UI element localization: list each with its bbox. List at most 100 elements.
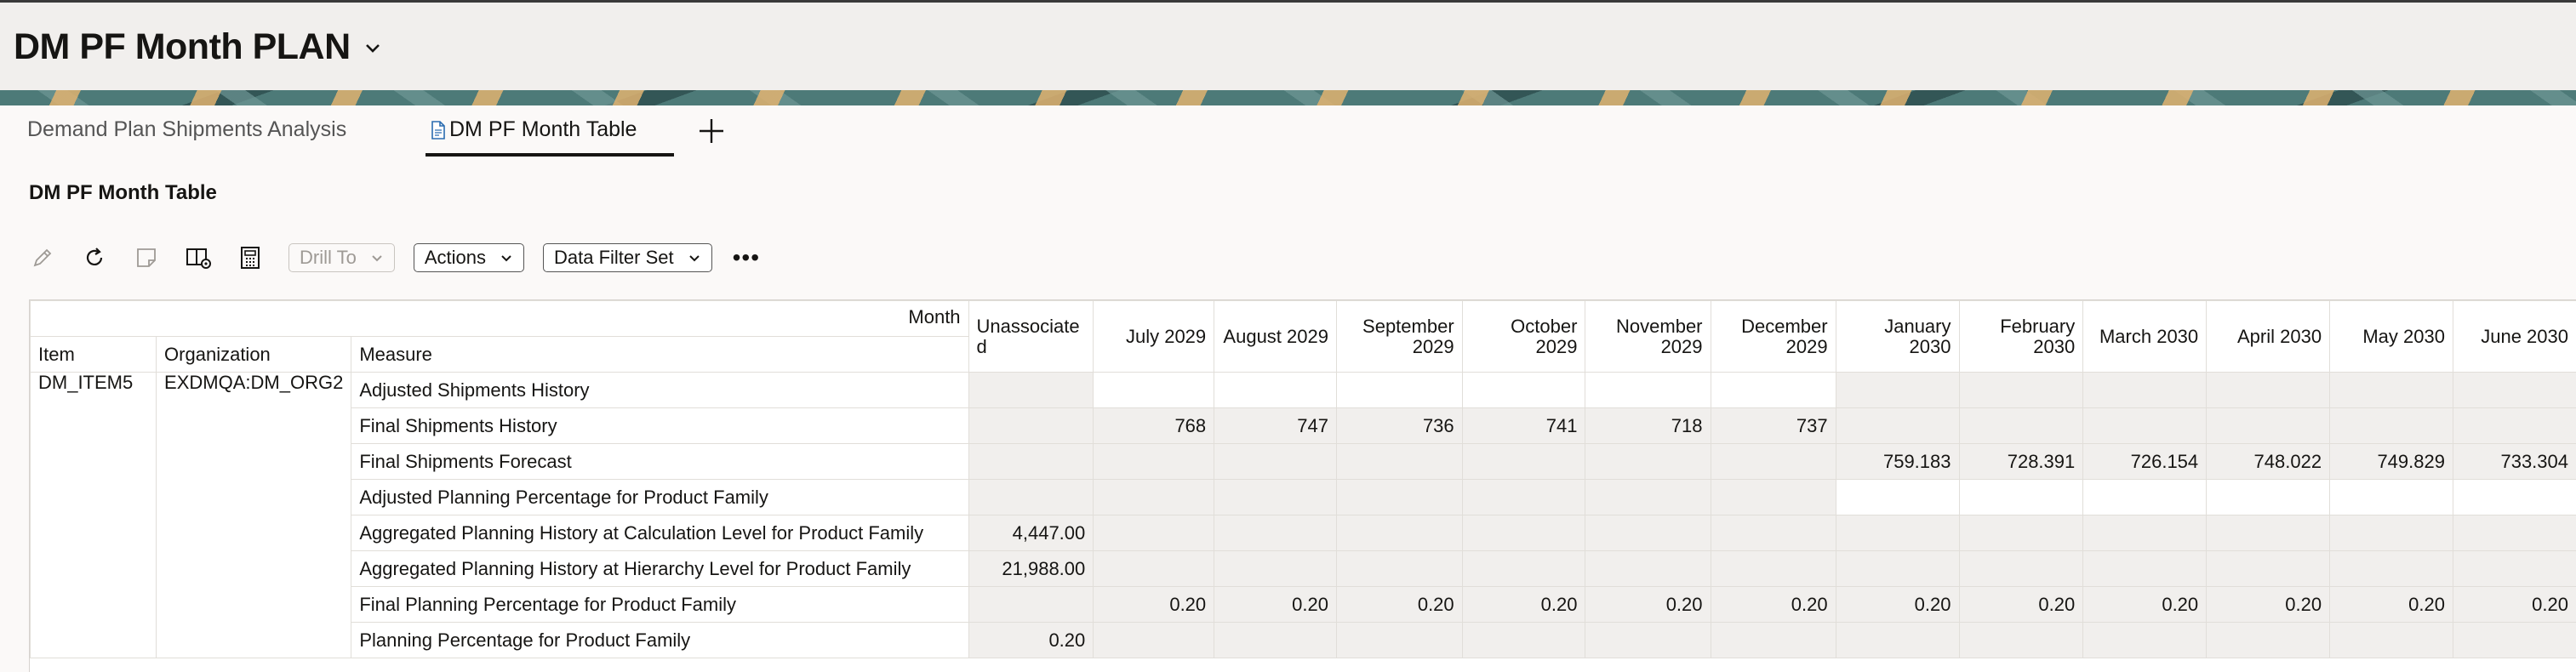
value-cell[interactable] [2083,515,2207,551]
value-cell[interactable] [2453,408,2576,444]
value-cell[interactable]: 748.022 [2207,444,2330,480]
value-cell[interactable] [1462,480,1585,515]
page-title[interactable]: DM PF Month PLAN [14,26,383,68]
measure-cell[interactable]: Adjusted Planning Percentage for Product… [351,480,968,515]
calculator-icon[interactable] [237,244,264,271]
value-cell[interactable]: 728.391 [1959,444,2083,480]
value-cell[interactable] [2207,515,2330,551]
value-cell[interactable] [2083,480,2207,515]
column-header[interactable]: July 2029 [1094,301,1214,373]
value-cell[interactable] [2330,623,2453,658]
value-cell[interactable]: 0.20 [1462,587,1585,623]
value-cell[interactable]: 747 [1214,408,1337,444]
value-cell[interactable]: 733.304 [2453,444,2576,480]
value-cell[interactable] [1094,551,1214,587]
value-cell[interactable]: 4,447.00 [968,515,1094,551]
value-cell[interactable] [968,587,1094,623]
measure-cell[interactable]: Final Shipments Forecast [351,444,968,480]
value-cell[interactable] [2207,623,2330,658]
value-cell[interactable]: 0.20 [2083,587,2207,623]
value-cell[interactable] [1959,551,2083,587]
value-cell[interactable]: 768 [1094,408,1214,444]
value-cell[interactable] [1836,373,1959,408]
measure-cell[interactable]: Adjusted Shipments History [351,373,968,408]
value-cell[interactable] [1214,551,1337,587]
value-cell[interactable] [2330,480,2453,515]
item-cell[interactable]: DM_ITEM5 [31,373,157,658]
value-cell[interactable] [1214,444,1337,480]
measure-cell[interactable]: Aggregated Planning History at Calculati… [351,515,968,551]
value-cell[interactable] [2083,373,2207,408]
value-cell[interactable] [1094,515,1214,551]
value-cell[interactable] [2083,623,2207,658]
value-cell[interactable] [2083,408,2207,444]
value-cell[interactable]: 741 [1462,408,1585,444]
note-icon[interactable] [133,244,160,271]
layout-settings-icon[interactable] [185,244,212,271]
value-cell[interactable] [2453,515,2576,551]
value-cell[interactable]: 0.20 [2330,587,2453,623]
value-cell[interactable] [1711,623,1836,658]
column-header[interactable]: February 2030 [1959,301,2083,373]
value-cell[interactable] [1462,623,1585,658]
value-cell[interactable] [1836,480,1959,515]
value-cell[interactable] [1214,623,1337,658]
value-cell[interactable]: 0.20 [2207,587,2330,623]
value-cell[interactable] [1836,408,1959,444]
value-cell[interactable]: 0.20 [2453,587,2576,623]
column-header[interactable]: May 2030 [2330,301,2453,373]
value-cell[interactable] [968,480,1094,515]
value-cell[interactable] [2330,373,2453,408]
item-header[interactable]: Item [31,337,157,373]
value-cell[interactable] [1094,623,1214,658]
value-cell[interactable]: 749.829 [2330,444,2453,480]
value-cell[interactable]: 0.20 [1094,587,1214,623]
value-cell[interactable]: 0.20 [1585,587,1711,623]
value-cell[interactable]: 0.20 [1836,587,1959,623]
column-header[interactable]: December 2029 [1711,301,1836,373]
value-cell[interactable] [968,444,1094,480]
value-cell[interactable] [1585,551,1711,587]
value-cell[interactable] [1959,373,2083,408]
value-cell[interactable]: 0.20 [1214,587,1337,623]
measure-cell[interactable]: Aggregated Planning History at Hierarchy… [351,551,968,587]
value-cell[interactable]: 0.20 [1336,587,1462,623]
value-cell[interactable] [1094,480,1214,515]
value-cell[interactable] [1959,408,2083,444]
value-cell[interactable] [1462,444,1585,480]
value-cell[interactable] [1711,551,1836,587]
value-cell[interactable] [2207,551,2330,587]
actions-button[interactable]: Actions [414,243,524,272]
value-cell[interactable] [1336,444,1462,480]
column-header[interactable]: June 2030 [2453,301,2576,373]
value-cell[interactable] [2083,551,2207,587]
tab-demand-plan-shipments-analysis[interactable]: Demand Plan Shipments Analysis [27,117,346,142]
value-cell[interactable] [1214,515,1337,551]
value-cell[interactable]: 737 [1711,408,1836,444]
column-header[interactable]: April 2030 [2207,301,2330,373]
value-cell[interactable]: 736 [1336,408,1462,444]
value-cell[interactable]: 21,988.00 [968,551,1094,587]
value-cell[interactable] [2330,408,2453,444]
tab-dm-pf-month-table[interactable]: DM PF Month Table [431,117,637,142]
value-cell[interactable] [1336,551,1462,587]
refresh-icon[interactable] [81,244,108,271]
value-cell[interactable]: 0.20 [1959,587,2083,623]
value-cell[interactable] [1462,551,1585,587]
drill-to-button[interactable]: Drill To [288,243,395,272]
column-header[interactable]: March 2030 [2083,301,2207,373]
value-cell[interactable] [1711,373,1836,408]
value-cell[interactable] [2453,373,2576,408]
measure-header[interactable]: Measure [351,337,968,373]
measure-cell[interactable]: Planning Percentage for Product Family [351,623,968,658]
value-cell[interactable] [1336,515,1462,551]
value-cell[interactable] [2453,623,2576,658]
value-cell[interactable] [2207,408,2330,444]
value-cell[interactable] [2453,551,2576,587]
value-cell[interactable] [2330,551,2453,587]
column-header[interactable]: November 2029 [1585,301,1711,373]
measure-cell[interactable]: Final Planning Percentage for Product Fa… [351,587,968,623]
value-cell[interactable] [1094,373,1214,408]
value-cell[interactable]: 0.20 [1711,587,1836,623]
chevron-down-icon[interactable] [363,37,383,58]
